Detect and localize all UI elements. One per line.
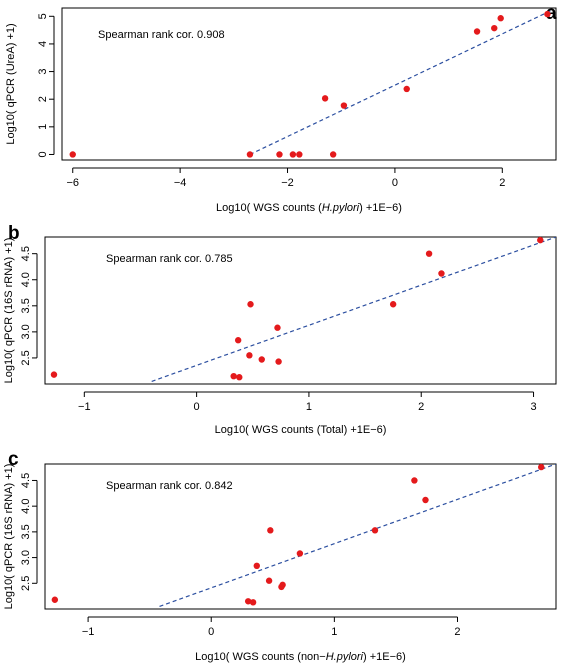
x-tick-label: −2 xyxy=(281,177,294,189)
data-point xyxy=(538,463,545,471)
spearman-annotation: Spearman rank cor. 0.785 xyxy=(106,253,233,265)
data-point xyxy=(425,250,433,257)
y-tick-label: 3.5 xyxy=(20,524,32,539)
panel-c: c −1 0 1 2 2.5 3.0 3.5 4.0 4.5 Log10( WGS counts (… xyxy=(3,449,557,663)
x-tick-label: −1 xyxy=(82,626,95,638)
data-point xyxy=(267,527,274,534)
panel-letter: b xyxy=(8,223,20,244)
y-axis-title: Log10( qPCR (16S rRNA) +1) xyxy=(3,238,15,384)
y-axis-title: Log10( qPCR (UreA) +1) xyxy=(5,23,17,144)
x-tick-label: −4 xyxy=(174,177,187,189)
data-point xyxy=(296,151,303,158)
plot-frame xyxy=(44,463,557,610)
x-tick-label: 0 xyxy=(208,626,214,638)
y-tick-label: 4 xyxy=(37,41,49,47)
x-axis-title-part: ) +1E−6) xyxy=(363,651,406,663)
y-tick-label: 5 xyxy=(37,13,49,19)
y-axis-title: Log10( qPCR (16S rRNA) +1) xyxy=(3,464,15,610)
x-axis-title: Log10( WGS counts (H.pylori) +1E−6) xyxy=(216,202,402,214)
spearman-annotation: Spearman rank cor. 0.908 xyxy=(98,29,225,41)
y-tick-label: 3.5 xyxy=(20,298,32,313)
x-tick-label: 0 xyxy=(392,177,398,189)
data-point xyxy=(246,151,254,158)
x-axis-title-part: ) +1E−6) xyxy=(359,202,402,214)
data-point xyxy=(69,151,76,158)
data-point xyxy=(403,85,410,93)
y-tick-label: 4.0 xyxy=(20,499,32,514)
data-point xyxy=(544,10,551,18)
x-tick-label: 1 xyxy=(306,401,312,413)
data-point xyxy=(371,527,379,534)
data-point xyxy=(258,356,265,363)
y-tick-label: 3.0 xyxy=(20,550,32,565)
x-axis-title: Log10( WGS counts (Total) +1E−6) xyxy=(215,424,387,436)
data-point xyxy=(411,477,418,484)
data-point xyxy=(279,581,286,589)
x-axis-title-part: Log10( WGS counts (non− xyxy=(195,651,326,663)
y-tick-label: 0 xyxy=(37,151,49,157)
regression-line xyxy=(151,237,556,382)
x-tick-label: 0 xyxy=(194,401,200,413)
x-axis-title-part: H.pylori xyxy=(322,202,360,214)
data-point xyxy=(234,337,242,344)
regression-line xyxy=(249,10,551,156)
x-tick-label: 2 xyxy=(499,177,505,189)
y-tick-label: 3.0 xyxy=(20,324,32,339)
y-tick-label: 4.5 xyxy=(20,246,32,261)
panel-letter: c xyxy=(8,449,19,470)
data-point xyxy=(491,24,498,32)
x-axis-title-part: Log10( WGS counts (Total) +1E−6) xyxy=(215,424,387,436)
x-axis-title: Log10( WGS counts (non−H.pylori) +1E−6) xyxy=(195,651,406,663)
data-point xyxy=(340,102,348,109)
data-point xyxy=(473,28,481,35)
x-tick-label: −6 xyxy=(66,177,79,189)
data-point xyxy=(236,374,243,381)
regression-line xyxy=(159,464,556,607)
data-point xyxy=(253,562,260,570)
data-point xyxy=(51,596,59,603)
y-tick-label: 1 xyxy=(37,124,49,130)
data-point xyxy=(321,95,329,102)
data-point xyxy=(537,236,544,244)
y-tick-label: 4.0 xyxy=(20,272,32,287)
x-tick-label: 1 xyxy=(331,626,337,638)
y-tick-label: 3 xyxy=(37,69,49,75)
y-tick-label: 2.5 xyxy=(20,350,32,365)
data-point xyxy=(296,550,304,557)
y-tick-label: 2 xyxy=(37,96,49,102)
data-point xyxy=(244,598,252,605)
data-point xyxy=(265,577,273,584)
data-point xyxy=(497,15,504,22)
x-tick-label: −1 xyxy=(78,401,91,413)
x-axis-title-part: H.pylori xyxy=(326,651,364,663)
panel-b: b −1 0 1 2 3 2.5 3.0 3.5 4.0 4.5 Log10( WGS counts … xyxy=(3,223,557,436)
plot-frame xyxy=(44,236,557,385)
data-point xyxy=(247,301,254,308)
data-point xyxy=(389,301,397,308)
x-tick-label: 3 xyxy=(530,401,536,413)
data-point xyxy=(289,151,297,158)
x-tick-label: 2 xyxy=(454,626,460,638)
spearman-annotation: Spearman rank cor. 0.842 xyxy=(106,480,233,492)
x-tick-label: 2 xyxy=(418,401,424,413)
x-axis-title-part: Log10( WGS counts ( xyxy=(216,202,322,214)
data-point xyxy=(275,358,282,365)
data-point xyxy=(50,371,58,378)
data-point xyxy=(438,270,445,277)
data-point xyxy=(276,151,283,158)
data-point xyxy=(246,352,253,359)
data-point xyxy=(274,324,281,331)
panel-letter: a xyxy=(546,3,557,24)
data-point xyxy=(329,151,337,158)
data-point xyxy=(230,372,237,380)
data-point xyxy=(249,599,257,606)
y-tick-label: 4.5 xyxy=(20,473,32,488)
data-point xyxy=(422,496,429,504)
plot-frame xyxy=(61,7,557,161)
y-tick-label: 2.5 xyxy=(20,576,32,591)
panel-a: a −6 −4 −2 0 2 0 1 2 3 4 5 Log10( WGS counts (H.pylo… xyxy=(5,3,557,214)
